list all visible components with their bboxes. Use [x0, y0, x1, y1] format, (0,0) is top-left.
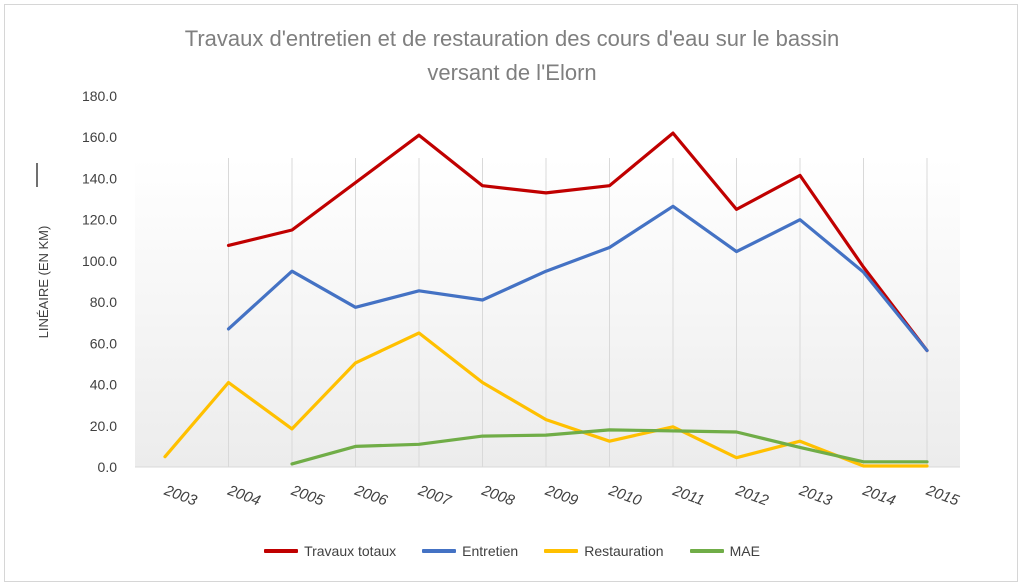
y-tick-label: 20.0	[90, 418, 117, 434]
x-tick-label: 2013	[796, 482, 835, 510]
x-tick-label: 2006	[352, 482, 391, 510]
chart-title-line-1: Travaux d'entretien et de restauration d…	[184, 26, 840, 51]
series-line-mae	[290, 428, 929, 466]
legend-item: MAE	[689, 543, 760, 559]
legend-swatch	[264, 549, 299, 553]
y-tick-label: 100.0	[82, 253, 117, 269]
x-tick-label: 2003	[161, 482, 200, 510]
y-axis-label: LINÉAIRE (EN KM)	[36, 226, 51, 339]
series-line-restauration	[163, 331, 929, 468]
legend-label: Restauration	[584, 543, 664, 559]
x-tick-label: 2009	[542, 482, 581, 510]
x-tick-label: 2005	[288, 482, 327, 510]
legend-label: MAE	[729, 543, 760, 559]
legend: Travaux totaux Entretien Restauration MAE	[0, 543, 1024, 559]
y-tick-label: 40.0	[90, 377, 117, 393]
y-tick-label: 180.0	[82, 88, 117, 104]
x-tick-label: 2007	[415, 482, 454, 510]
y-tick-label: 140.0	[82, 170, 117, 186]
y-tick-label: 0.0	[98, 459, 118, 475]
legend-item: Travaux totaux	[264, 543, 396, 559]
series-line-entretien	[226, 204, 929, 353]
legend-label: Entretien	[462, 543, 519, 559]
y-tick-label: 80.0	[90, 294, 117, 310]
series-lines	[163, 131, 929, 468]
x-tick-label: 2008	[479, 482, 518, 510]
legend-item: Entretien	[422, 543, 518, 559]
y-tick-label: 120.0	[82, 212, 117, 228]
x-tick-label: 2011	[670, 482, 707, 509]
legend-item: Restauration	[544, 543, 664, 559]
x-tick-label: 2004	[225, 482, 263, 510]
legend-swatch	[689, 549, 724, 553]
x-tick-label: 2010	[606, 482, 645, 510]
y-tick-label: 160.0	[82, 129, 117, 145]
legend-swatch	[544, 549, 579, 553]
x-tick-label: 2014	[860, 482, 898, 510]
chart-title: Travaux d'entretien et de restauration d…	[0, 22, 1024, 90]
x-tick-label: 2015	[923, 482, 962, 510]
series-line-travaux-totaux	[226, 131, 929, 353]
legend-swatch	[422, 549, 457, 553]
chart-title-line-2: versant de l'Elorn	[427, 60, 597, 85]
x-tick-label: 2012	[733, 482, 772, 510]
gridlines	[228, 158, 928, 467]
y-tick-label: 60.0	[90, 335, 117, 351]
legend-label: Travaux totaux	[304, 543, 397, 559]
